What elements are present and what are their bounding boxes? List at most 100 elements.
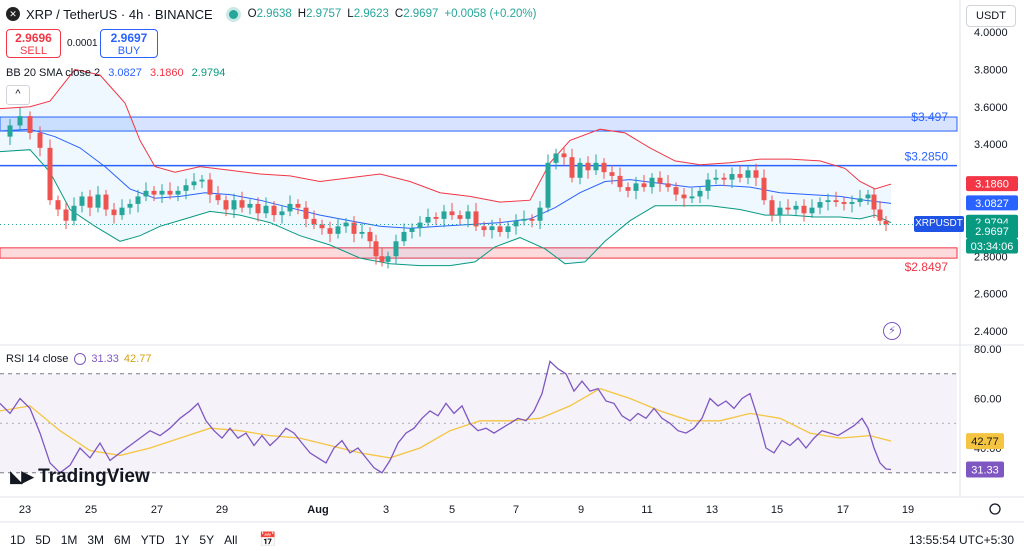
price-label-text: 3.1860 — [975, 179, 1009, 191]
candle-body — [127, 203, 133, 208]
price-tick-label: 3.4000 — [974, 139, 1008, 151]
candle-body — [379, 256, 385, 262]
candle-body — [191, 181, 197, 186]
bb-lower-line — [0, 149, 892, 267]
buy-button[interactable]: 2.9697 BUY — [100, 29, 158, 58]
candle-body — [593, 162, 599, 171]
ohlc-key: C — [394, 8, 404, 20]
rsi-indicator-legend[interactable]: RSI 14 close 31.33 42.77 — [6, 353, 151, 365]
candle-body — [135, 196, 141, 204]
time-tick-label: 9 — [578, 504, 584, 516]
bb-fill — [0, 69, 891, 266]
ohlc-key: H — [297, 8, 307, 20]
candle-body — [409, 228, 415, 232]
candle-body — [425, 217, 431, 223]
time-tick-label: 25 — [85, 504, 97, 516]
candle-body — [601, 162, 607, 173]
timeframe-5d[interactable]: 5D — [35, 532, 51, 547]
rsi-ma-value: 42.77 — [123, 353, 152, 365]
date-range-icon[interactable]: 📅 — [259, 531, 277, 547]
candle-body — [17, 116, 23, 126]
candle-body — [825, 200, 831, 203]
rsi-label-text: 42.77 — [971, 436, 999, 448]
change-value: +0.0058 (+0.20%) — [444, 8, 537, 20]
candle-body — [79, 196, 85, 206]
candle-body — [673, 187, 679, 195]
candle-body — [311, 218, 317, 225]
candle-body — [103, 194, 109, 210]
candle-body — [817, 202, 823, 208]
candle-body — [561, 153, 567, 158]
price-label-box — [966, 238, 1018, 254]
candle-body — [63, 209, 69, 221]
candle-body — [263, 205, 269, 214]
time-tick-label: 7 — [513, 504, 519, 516]
timeframe-6m[interactable]: 6M — [114, 532, 131, 547]
bb-upper-value: 3.1860 — [149, 67, 184, 79]
symbol-header[interactable]: ✕ XRP / TetherUS · 4h · BINANCE O2.9638 H… — [6, 4, 542, 24]
candle-body — [385, 256, 391, 262]
candle-body — [689, 196, 695, 199]
price-label-text: 03:34:06 — [971, 241, 1014, 253]
bolt-icon[interactable]: ⚡ — [883, 322, 901, 340]
candle-body — [37, 132, 43, 148]
candle-body — [351, 222, 357, 234]
candle-body — [465, 211, 471, 219]
market-open-icon — [228, 9, 238, 19]
candle-body — [529, 218, 535, 221]
price-label-box — [966, 176, 1018, 192]
candle-body — [769, 200, 775, 216]
candle-body — [753, 170, 759, 178]
candle-body — [287, 203, 293, 212]
candle-body — [745, 170, 751, 178]
candle-body — [27, 116, 33, 133]
spread-value: 0.0001 — [67, 38, 98, 49]
rsi-settings-icon[interactable] — [74, 353, 87, 365]
candle-body — [737, 174, 743, 178]
timeframe-1y[interactable]: 1Y — [174, 532, 190, 547]
timeframe-1m[interactable]: 1M — [60, 532, 78, 547]
candle-body — [513, 220, 519, 227]
candle-body — [417, 222, 423, 229]
timeframe-1d[interactable]: 1D — [10, 532, 26, 547]
candle-body — [247, 203, 253, 208]
sell-button[interactable]: 2.9696 SELL — [6, 29, 61, 58]
candle-body — [231, 200, 237, 210]
price-tick-label: 4.0000 — [974, 27, 1008, 39]
candle-body — [481, 226, 487, 231]
candle-body — [809, 207, 815, 214]
candle-body — [239, 200, 245, 208]
candle-body — [111, 209, 117, 216]
time-tick-label: 11 — [641, 504, 652, 516]
rsi-label-text: 31.33 — [971, 464, 999, 476]
timeframe-5y[interactable]: 5Y — [199, 532, 215, 547]
time-tick-label: 17 — [837, 504, 849, 516]
clock[interactable]: 13:55:54 UTC+5:30 — [908, 532, 1014, 547]
candle-body — [857, 198, 863, 203]
ohlc-value: 2.9623 — [353, 8, 389, 20]
candle-body — [871, 194, 877, 210]
level-label-0: $3.497 — [911, 110, 948, 124]
candle-body — [649, 177, 655, 188]
candle-body — [883, 220, 889, 225]
candle-body — [641, 183, 647, 188]
ohlc-value: 2.9757 — [306, 8, 342, 20]
candle-body — [335, 226, 341, 234]
timeframe-ytd[interactable]: YTD — [140, 532, 165, 547]
candle-body — [119, 207, 125, 216]
zone-1 — [0, 247, 958, 259]
candle-body — [207, 179, 213, 195]
collapse-legend-button[interactable]: ^ — [6, 85, 30, 105]
candle-body — [7, 125, 13, 137]
candle-body — [785, 207, 791, 210]
bb-indicator-legend[interactable]: BB 20 SMA close 2 3.0827 3.1860 2.9794 — [6, 67, 225, 79]
candle-body — [473, 211, 479, 227]
currency-button[interactable]: USDT — [966, 5, 1016, 27]
rsi-label-box — [966, 433, 1004, 450]
candle-body — [609, 172, 615, 176]
timeframe-3m[interactable]: 3M — [87, 532, 105, 547]
candle-body — [441, 211, 447, 219]
candle-body — [95, 194, 101, 208]
timeframe-all[interactable]: All — [224, 532, 238, 547]
